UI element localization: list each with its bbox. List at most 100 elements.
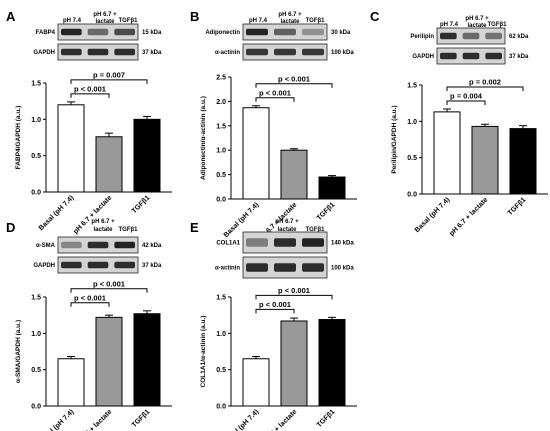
bar xyxy=(57,358,85,407)
x-tick-label: pH 6.7 + lactate xyxy=(448,196,489,237)
western-blot: pH 7.4 pH 6.7 +lactate TGFβ1 Perilipin 62 kD… xyxy=(410,16,529,65)
blot-lane-label: TGFβ1 xyxy=(488,22,508,28)
bar xyxy=(433,111,461,195)
y-tick-label: 2.5 xyxy=(216,75,226,82)
bar xyxy=(95,316,123,407)
blot-protein-label: Perilipin xyxy=(410,34,434,40)
bar xyxy=(133,118,161,193)
bar xyxy=(318,176,346,200)
p-value-label: p < 0.001 xyxy=(259,300,291,309)
bar xyxy=(471,125,499,195)
blot-kda-label: 62 kDa xyxy=(509,34,529,40)
blot-band xyxy=(246,28,268,36)
significance-bracket xyxy=(446,86,524,91)
significance-bracket xyxy=(255,83,333,88)
p-value-label: p = 0.002 xyxy=(469,77,501,86)
blot-band xyxy=(246,238,268,247)
y-tick-label: 1.5 xyxy=(216,295,226,302)
blot-protein-label: FABP4 xyxy=(36,30,56,36)
blot-lane-label: pH 6.7 + xyxy=(91,219,115,225)
significance-bracket xyxy=(70,93,110,98)
blot-kda-label: 42 kDa xyxy=(142,243,162,249)
panel-letter: D xyxy=(6,220,15,235)
blot-kda-label: 37 kDa xyxy=(142,50,162,56)
y-axis-label: Adiponectin/α-actinin (a.u.) xyxy=(200,96,207,180)
panel-letter: C xyxy=(370,9,380,24)
blot-band xyxy=(440,32,457,40)
bar xyxy=(95,136,123,193)
blot-kda-label: 15 kDa xyxy=(142,30,162,36)
blot-band xyxy=(87,48,109,56)
bar xyxy=(242,358,270,407)
blot-lane-label: TGFβ1 xyxy=(119,227,139,233)
bar-chart: 0.0 0.5 1.0 1.5 Perilipin/GAPDH (a.u.) Basal … xyxy=(391,77,548,238)
blot-protein-label: α-SMA xyxy=(36,243,56,249)
y-tick-label: 1.5 xyxy=(31,295,41,302)
blot-band xyxy=(87,261,109,269)
p-value-label: p < 0.001 xyxy=(278,286,310,295)
blot-band xyxy=(485,32,502,40)
blot-band xyxy=(87,241,109,249)
blot-band xyxy=(462,32,480,40)
x-tick-label: pH 6.7 + lactate xyxy=(72,408,113,431)
blot-band xyxy=(61,48,82,56)
blot-kda-label: 37 kDa xyxy=(509,54,529,60)
blot-band xyxy=(114,241,135,249)
bar xyxy=(57,104,85,193)
blot-protein-label: GAPDH xyxy=(33,263,55,269)
x-tick-label: TGFβ1 xyxy=(316,408,337,429)
blot-lane-label: lactate xyxy=(467,23,487,29)
blot-band xyxy=(114,261,135,269)
blot-lane-label: pH 7.4 xyxy=(249,18,268,24)
y-tick-label: 1.0 xyxy=(31,117,41,124)
blot-lane-label: lactate xyxy=(277,227,297,233)
x-tick-label: Basal (pH 7.4) xyxy=(38,408,76,431)
y-tick-label: 0.0 xyxy=(216,197,226,204)
significance-bracket xyxy=(255,294,333,300)
significance-bracket xyxy=(70,288,148,293)
significance-bracket xyxy=(255,308,295,314)
y-tick-label: 2.0 xyxy=(216,99,226,106)
blot-band xyxy=(274,238,296,247)
y-tick-label: 1.0 xyxy=(31,331,41,338)
blot-band xyxy=(61,261,82,269)
x-tick-label: TGFβ1 xyxy=(507,196,528,217)
p-value-label: p < 0.001 xyxy=(278,74,310,83)
panel-letter: E xyxy=(190,220,199,235)
blot-protein-label: α-actinin xyxy=(215,50,240,56)
bar xyxy=(318,319,346,407)
y-tick-label: 0.5 xyxy=(31,153,41,160)
bar xyxy=(509,128,537,195)
blot-protein-label: GAPDH xyxy=(33,50,55,56)
blot-band xyxy=(246,263,268,272)
blot-lane-label: TGFβ1 xyxy=(306,18,326,24)
blot-band xyxy=(114,28,135,36)
blot-kda-label: 37 kDa xyxy=(142,263,162,269)
blot-lane-label: lactate xyxy=(93,227,113,233)
significance-bracket xyxy=(70,79,148,84)
bar-chart: 0.0 0.5 1.0 1.5 2.0 2.5 Adiponectin/α-actinin … xyxy=(200,74,357,243)
blot-band xyxy=(61,28,82,36)
blot-band xyxy=(302,28,324,36)
blot-kda-label: 100 kDa xyxy=(331,266,354,272)
blot-lane-label: lactate xyxy=(95,19,115,25)
x-tick-label: pH 6.7 + lactate xyxy=(257,408,298,431)
y-tick-label: 1.5 xyxy=(407,83,417,90)
blot-band xyxy=(274,48,296,56)
significance-bracket xyxy=(70,302,110,307)
panel-letter: A xyxy=(6,9,16,24)
blot-band xyxy=(440,52,457,60)
y-tick-label: 0.0 xyxy=(216,404,226,411)
y-tick-label: 0.0 xyxy=(31,404,41,411)
bar-chart: 0.0 0.5 1.0 1.5 COL1A1/α-actinin (a.u.) Basal… xyxy=(200,286,357,431)
blot-band xyxy=(274,263,296,272)
significance-bracket xyxy=(255,97,295,102)
y-axis-label: COL1A1/α-actinin (a.u.) xyxy=(200,316,207,388)
p-value-label: p < 0.001 xyxy=(74,84,106,93)
blot-lane-label: lactate xyxy=(280,19,300,25)
y-axis-label: Perilipin/GAPDH (a.u.) xyxy=(391,105,398,173)
